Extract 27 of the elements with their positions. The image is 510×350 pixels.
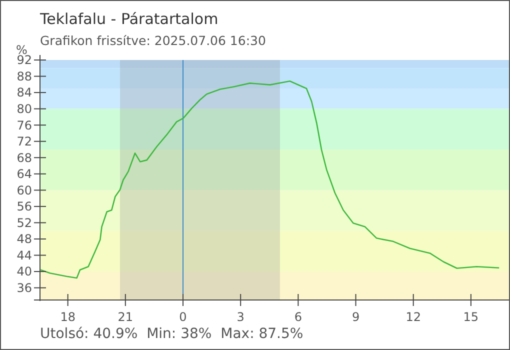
y-tick-label: 80 — [16, 102, 32, 116]
y-tick-label: 76 — [16, 118, 32, 132]
y-tick-label: 60 — [16, 183, 32, 198]
y-tick-label: 72 — [16, 134, 32, 149]
x-tick-label: 21 — [118, 310, 134, 324]
y-tick-label: 92 — [16, 53, 32, 68]
y-tick-label: 44 — [16, 248, 32, 262]
y-tick-label: 64 — [16, 167, 32, 182]
x-tick-label: 0 — [179, 310, 187, 324]
x-tick-label: 12 — [406, 310, 421, 324]
text: Utolsó: 40.9% Min: 38% Max: 87.5% — [40, 326, 304, 342]
x-tick-label: 15 — [463, 310, 479, 324]
y-tick-label: 84 — [16, 86, 32, 100]
x-tick-label: 3 — [236, 310, 244, 324]
y-tick-label: 68 — [16, 150, 32, 165]
y-tick-label: 88 — [16, 69, 32, 84]
chart-title: Teklafalu - Páratartalom — [39, 10, 218, 28]
y-tick-label: 36 — [16, 280, 32, 295]
y-tick-label: 40 — [16, 264, 32, 279]
chart-subtitle: Grafikon frissítve: 2025.07.06 16:30 — [40, 33, 266, 48]
y-tick-label: 48 — [16, 232, 32, 246]
x-tick-label: 9 — [352, 310, 360, 324]
x-tick-label: 18 — [60, 310, 76, 324]
x-tick-label: 6 — [294, 310, 302, 324]
line-series — [40, 80, 500, 279]
y-tick-label: 52 — [16, 216, 32, 230]
y-tick-label: 56 — [16, 200, 32, 214]
